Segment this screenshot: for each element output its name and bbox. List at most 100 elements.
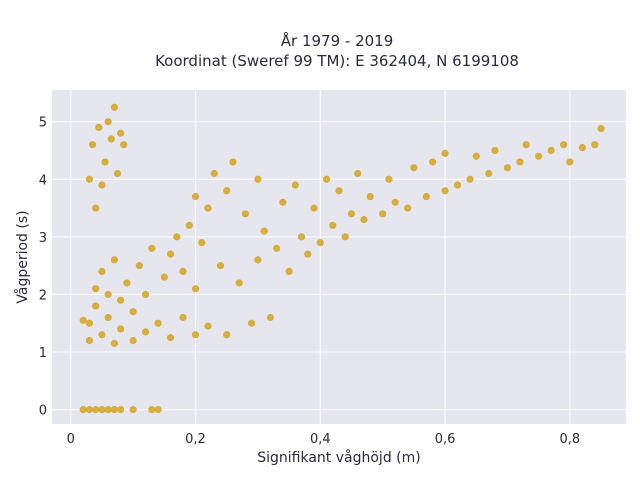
data-point — [291, 181, 299, 189]
y-tick-label: 1 — [39, 346, 47, 361]
data-point — [104, 290, 112, 299]
data-point — [379, 210, 387, 218]
data-point — [191, 192, 200, 201]
data-point — [85, 336, 94, 345]
data-point — [491, 146, 499, 155]
data-point — [179, 267, 187, 275]
y-axis-label: Vågperiod (s) — [14, 210, 31, 303]
data-point — [85, 406, 94, 414]
data-point — [204, 204, 212, 212]
data-point — [329, 221, 337, 229]
data-point — [141, 328, 150, 336]
data-point — [95, 123, 103, 132]
data-point — [560, 141, 568, 149]
data-point — [110, 103, 118, 111]
data-point — [98, 406, 106, 414]
data-point — [129, 406, 137, 414]
data-point — [120, 141, 128, 149]
data-point — [273, 244, 281, 252]
data-point — [107, 135, 115, 143]
data-point — [385, 175, 393, 183]
data-point — [297, 233, 306, 241]
data-point — [148, 244, 156, 252]
data-point — [316, 239, 324, 247]
title-line-2: Koordinat (Sweref 99 TM): E 362404, N 61… — [155, 52, 519, 70]
data-point — [117, 406, 125, 414]
data-point — [198, 239, 206, 247]
data-point — [117, 296, 125, 304]
y-axis-ticks: 0 1 2 3 4 5 — [39, 116, 47, 419]
grid-lines — [52, 90, 626, 424]
data-point — [241, 210, 250, 218]
data-point — [235, 279, 243, 287]
data-point — [347, 210, 356, 218]
chart-title: År 1979 - 2019 Koordinat (Sweref 99 TM):… — [155, 31, 519, 70]
data-point — [254, 175, 262, 183]
data-point — [391, 198, 399, 206]
data-point — [129, 308, 137, 316]
data-point — [410, 164, 418, 172]
data-point — [92, 302, 100, 310]
data-point — [123, 279, 131, 287]
data-point — [104, 406, 112, 414]
x-axis-ticks: 0 0,2 0,4 0,6 0,8 — [67, 432, 581, 447]
data-point — [472, 152, 480, 160]
y-tick-label: 5 — [39, 116, 47, 131]
data-point — [503, 164, 512, 172]
data-point — [335, 187, 343, 195]
data-point — [591, 141, 599, 149]
data-point — [535, 152, 543, 160]
data-point — [216, 262, 225, 270]
data-point — [104, 313, 112, 322]
data-point — [441, 149, 449, 157]
data-point — [366, 192, 374, 201]
data-point — [110, 406, 118, 414]
data-point — [173, 233, 181, 241]
data-point — [260, 227, 268, 235]
data-point — [98, 331, 106, 339]
data-point — [191, 331, 200, 339]
data-point — [98, 181, 106, 189]
data-point — [185, 221, 193, 229]
data-point — [428, 158, 437, 166]
plot-area — [52, 90, 626, 424]
data-point — [110, 256, 118, 264]
x-tick-label: 0 — [67, 432, 75, 447]
data-point — [85, 175, 94, 183]
data-point — [453, 181, 462, 189]
y-tick-label: 0 — [39, 404, 47, 419]
data-point — [441, 187, 449, 195]
data-point — [485, 169, 493, 178]
data-point — [117, 325, 125, 333]
data-point — [88, 141, 97, 149]
y-tick-label: 2 — [39, 288, 47, 303]
data-point — [422, 192, 430, 201]
data-point — [304, 250, 312, 258]
data-point — [254, 256, 262, 264]
data-point — [141, 290, 150, 299]
data-point — [179, 313, 187, 322]
data-point — [248, 319, 256, 327]
data-point — [166, 334, 175, 342]
data-point — [92, 204, 100, 212]
data-point — [79, 316, 87, 324]
y-tick-label: 4 — [39, 173, 47, 188]
data-point — [279, 198, 287, 206]
data-point — [522, 141, 530, 149]
data-point — [466, 175, 474, 183]
data-point — [210, 169, 218, 178]
data-point — [360, 215, 368, 224]
data-point — [285, 267, 293, 275]
data-point — [191, 285, 200, 293]
x-axis-label: Signifikant våghöjd (m) — [257, 449, 420, 466]
x-tick-label: 0,6 — [435, 432, 456, 447]
data-point — [223, 331, 231, 339]
data-point — [204, 322, 212, 330]
data-point — [98, 267, 106, 275]
data-point — [547, 146, 555, 155]
data-point — [229, 158, 237, 166]
data-point — [266, 313, 274, 322]
data-point — [223, 187, 231, 195]
data-point — [341, 233, 349, 241]
